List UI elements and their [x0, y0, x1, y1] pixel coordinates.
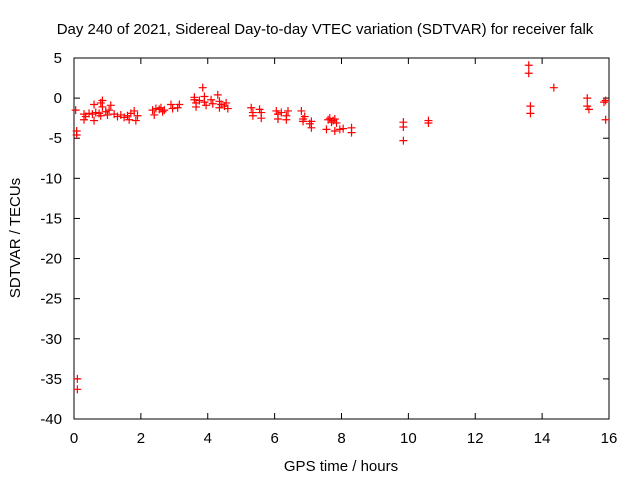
data-point: [125, 115, 134, 124]
data-point: [131, 116, 140, 125]
data-point: [332, 118, 341, 127]
plot-frame: [73, 57, 610, 420]
data-point: [106, 101, 115, 110]
data-point: [248, 111, 257, 120]
data-point: [105, 106, 114, 115]
data-point: [202, 101, 211, 110]
data-point: [90, 116, 99, 125]
data-point: [175, 100, 184, 109]
data-point: [73, 374, 82, 383]
data-point: [96, 111, 105, 120]
data-point: [424, 118, 433, 127]
data-point: [601, 115, 610, 124]
data-point: [222, 98, 231, 107]
data-point: [150, 110, 159, 119]
x-tick-label: 12: [467, 430, 484, 447]
data-point: [284, 106, 292, 115]
x-tick-label: 0: [70, 430, 78, 447]
data-point: [330, 114, 339, 123]
data-point: [158, 107, 167, 116]
data-point: [91, 108, 100, 117]
data-point: [113, 112, 122, 121]
y-tick-label: -40: [40, 411, 62, 428]
data-point: [322, 125, 331, 134]
data-point: [307, 117, 316, 126]
data-point: [300, 112, 309, 121]
data-point: [599, 98, 608, 107]
data-point: [524, 61, 533, 70]
data-point: [223, 104, 232, 113]
data-point: [584, 105, 593, 114]
data-point: [120, 113, 129, 122]
data-point: [192, 102, 201, 111]
data-point: [168, 104, 177, 113]
data-point: [208, 99, 217, 108]
y-tick-label: -35: [40, 371, 62, 388]
y-tick-label: -25: [40, 291, 62, 308]
data-point: [160, 106, 169, 115]
data-point: [198, 83, 207, 92]
data-point: [133, 111, 142, 120]
chart-title: Day 240 of 2021, Sidereal Day-to-day VTE…: [57, 21, 594, 38]
data-point: [277, 108, 286, 117]
data-point: [71, 106, 80, 115]
data-point: [583, 94, 592, 103]
data-point: [526, 102, 535, 111]
y-tick-label: -20: [40, 251, 62, 268]
y-axis-label: SDTVAR / TECUs: [7, 178, 24, 298]
x-tick-label: 8: [337, 430, 345, 447]
data-point: [247, 103, 256, 112]
y-tick-label: -10: [40, 170, 62, 187]
data-point: [339, 124, 348, 133]
data-point: [73, 385, 82, 394]
data-point: [72, 131, 81, 140]
data-points: [71, 61, 610, 394]
data-point: [297, 106, 306, 115]
data-point: [399, 122, 408, 131]
y-tick-label: -5: [49, 130, 62, 147]
data-point: [524, 69, 533, 78]
data-point: [347, 128, 356, 137]
data-point: [257, 114, 266, 123]
data-point: [90, 100, 99, 109]
x-tick-label: 14: [534, 430, 551, 447]
x-tick-label: 4: [204, 430, 212, 447]
data-point: [148, 106, 157, 115]
data-point: [335, 125, 344, 134]
y-tick-label: 0: [54, 90, 62, 107]
data-point: [213, 90, 222, 99]
data-point: [130, 106, 139, 115]
data-point: [88, 110, 97, 119]
data-point: [85, 109, 94, 118]
data-point: [526, 109, 535, 118]
y-tick-label: 5: [54, 50, 62, 67]
data-point: [549, 83, 558, 92]
data-point: [282, 115, 291, 124]
data-point: [217, 100, 226, 109]
data-point: [299, 117, 308, 126]
y-tick-label: -15: [40, 210, 62, 227]
data-point: [330, 127, 339, 136]
data-point: [166, 100, 175, 109]
x-tick-label: 6: [270, 430, 278, 447]
data-point: [207, 95, 216, 104]
data-point: [601, 96, 610, 105]
data-point: [399, 136, 408, 145]
x-axis-label: GPS time / hours: [284, 458, 398, 475]
data-point: [273, 114, 282, 123]
x-tick-label: 2: [137, 430, 145, 447]
tick-labels: 0 2 4 6 8 10 12 14 16 5 0 -5 -10 -15 -20 -25 -30 -35 -40: [40, 50, 617, 447]
x-tick-label: 16: [601, 430, 618, 447]
x-tick-label: 10: [400, 430, 417, 447]
data-point: [103, 110, 112, 119]
data-point: [195, 96, 204, 105]
data-point: [151, 104, 160, 113]
data-point: [98, 96, 107, 105]
y-tick-label: -30: [40, 331, 62, 348]
data-point: [190, 93, 199, 102]
